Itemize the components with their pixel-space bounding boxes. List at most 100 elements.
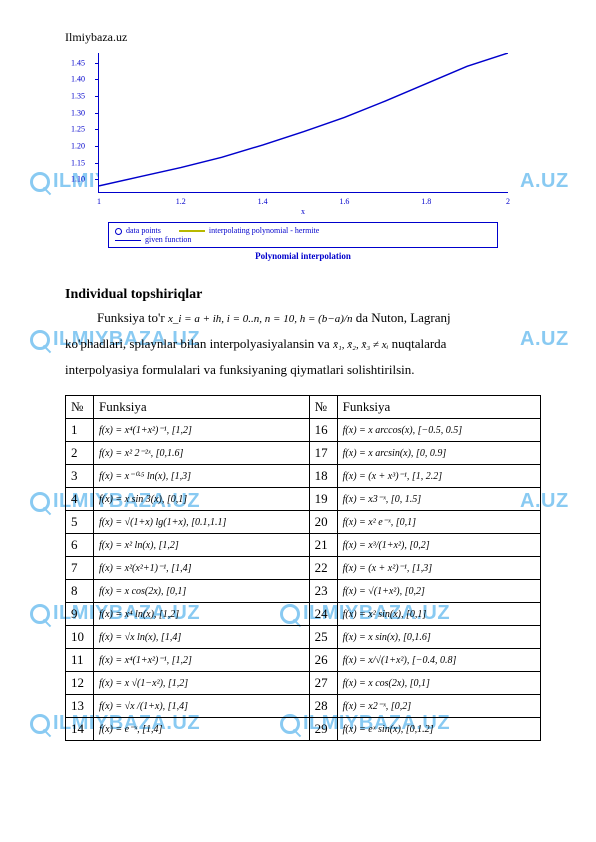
- row-num: 6: [66, 534, 94, 557]
- paragraph: ko'phadlari, splaynlar bilan interpolyas…: [65, 333, 541, 355]
- row-func: f(x) = x² 2⁻²ˣ, [0,1.6]: [94, 442, 310, 465]
- page-header: Ilmiybaza.uz: [65, 30, 541, 45]
- row-num: 16: [309, 419, 337, 442]
- row-num: 8: [66, 580, 94, 603]
- table-header: №: [66, 396, 94, 419]
- row-num: 20: [309, 511, 337, 534]
- paragraph: interpolyasiya formulalari va funksiyani…: [65, 359, 541, 381]
- row-num: 14: [66, 718, 94, 741]
- table-row: 2f(x) = x² 2⁻²ˣ, [0,1.6]17f(x) = x arcsi…: [66, 442, 541, 465]
- row-num: 28: [309, 695, 337, 718]
- xtick: 1.2: [176, 197, 186, 206]
- chart-plot-area: 1.45 1.40 1.35 1.30 1.25 1.20 1.15 1.10 …: [98, 53, 508, 193]
- row-func: f(x) = x cos(2x), [0,1]: [94, 580, 310, 603]
- ytick: 1.15: [71, 158, 85, 167]
- row-func: f(x) = x⁴ ln(x), [1,2]: [94, 603, 310, 626]
- table-row: 12f(x) = x √(1−x²), [1,2]27f(x) = x cos(…: [66, 672, 541, 695]
- ytick: 1.10: [71, 175, 85, 184]
- row-num: 13: [66, 695, 94, 718]
- row-func: f(x) = x³/(1+x²), [0,2]: [337, 534, 540, 557]
- table-row: 1f(x) = x⁴(1+x²)⁻¹, [1,2]16f(x) = x arcc…: [66, 419, 541, 442]
- row-func: f(x) = (x + x²)⁻¹, [1,3]: [337, 557, 540, 580]
- table-row: 13f(x) = √x /(1+x), [1,4]28f(x) = x2⁻ˣ, …: [66, 695, 541, 718]
- row-func: f(x) = √(1+x) lg(1+x), [0.1,1.1]: [94, 511, 310, 534]
- row-func: f(x) = x² e⁻ˣ, [0,1]: [337, 511, 540, 534]
- row-func: f(x) = x arcsin(x), [0, 0.9]: [337, 442, 540, 465]
- chart-curve: [99, 53, 508, 196]
- row-num: 29: [309, 718, 337, 741]
- row-func: f(x) = eˣ sin(x), [0,1.2]: [337, 718, 540, 741]
- row-num: 17: [309, 442, 337, 465]
- table-header: Funksiya: [94, 396, 310, 419]
- row-num: 19: [309, 488, 337, 511]
- row-num: 18: [309, 465, 337, 488]
- row-num: 21: [309, 534, 337, 557]
- row-func: f(x) = x cos(2x), [0,1]: [337, 672, 540, 695]
- paragraph: Funksiya to'r x_i = a + ih, i = 0..n, n …: [65, 307, 541, 329]
- function-table: № Funksiya № Funksiya 1f(x) = x⁴(1+x²)⁻¹…: [65, 395, 541, 741]
- table-row: 9f(x) = x⁴ ln(x), [1,2]24f(x) = x² sin(x…: [66, 603, 541, 626]
- table-header: Funksiya: [337, 396, 540, 419]
- ytick: 1.40: [71, 75, 85, 84]
- row-num: 11: [66, 649, 94, 672]
- xtick: 1.4: [258, 197, 268, 206]
- row-num: 3: [66, 465, 94, 488]
- ytick: 1.30: [71, 108, 85, 117]
- xtick: 1: [97, 197, 101, 206]
- row-func: f(x) = x sin 3(x), [0,1]: [94, 488, 310, 511]
- row-func: f(x) = √x /(1+x), [1,4]: [94, 695, 310, 718]
- table-row: 5f(x) = √(1+x) lg(1+x), [0.1,1.1]20f(x) …: [66, 511, 541, 534]
- chart-legend: data points interpolating polynomial - h…: [108, 222, 498, 248]
- xtick: 2: [506, 197, 510, 206]
- row-func: f(x) = √(1+x²), [0,2]: [337, 580, 540, 603]
- table-row: 7f(x) = x²(x²+1)⁻¹, [1,4]22f(x) = (x + x…: [66, 557, 541, 580]
- row-func: f(x) = x⁻⁰·⁵ ln(x), [1,3]: [94, 465, 310, 488]
- table-row: 6f(x) = x² ln(x), [1,2]21f(x) = x³/(1+x²…: [66, 534, 541, 557]
- xtick: 1.8: [421, 197, 431, 206]
- row-num: 10: [66, 626, 94, 649]
- row-num: 27: [309, 672, 337, 695]
- row-func: f(x) = x⁴(1+x²)⁻¹, [1,2]: [94, 649, 310, 672]
- row-func: f(x) = x²(x²+1)⁻¹, [1,4]: [94, 557, 310, 580]
- row-func: f(x) = e⁻ˣ, [1,4]: [94, 718, 310, 741]
- row-num: 24: [309, 603, 337, 626]
- section-title: Individual topshiriqlar: [65, 287, 541, 303]
- row-num: 12: [66, 672, 94, 695]
- row-func: f(x) = x² sin(x), [0,1]: [337, 603, 540, 626]
- chart-caption: Polynomial interpolation: [98, 251, 508, 261]
- row-num: 25: [309, 626, 337, 649]
- row-func: f(x) = √x ln(x), [1,4]: [94, 626, 310, 649]
- row-func: f(x) = x3⁻ˣ, [0, 1.5]: [337, 488, 540, 511]
- row-num: 22: [309, 557, 337, 580]
- chart-xlabel: x: [98, 207, 508, 216]
- row-num: 5: [66, 511, 94, 534]
- row-num: 2: [66, 442, 94, 465]
- row-num: 26: [309, 649, 337, 672]
- row-num: 23: [309, 580, 337, 603]
- row-num: 9: [66, 603, 94, 626]
- row-num: 7: [66, 557, 94, 580]
- table-header: №: [309, 396, 337, 419]
- row-num: 4: [66, 488, 94, 511]
- row-func: f(x) = x sin(x), [0,1.6]: [337, 626, 540, 649]
- row-func: f(x) = x⁴(1+x²)⁻¹, [1,2]: [94, 419, 310, 442]
- table-row: 14f(x) = e⁻ˣ, [1,4]29f(x) = eˣ sin(x), […: [66, 718, 541, 741]
- row-func: f(x) = (x + x³)⁻¹, [1, 2.2]: [337, 465, 540, 488]
- table-row: 11f(x) = x⁴(1+x²)⁻¹, [1,2]26f(x) = x/√(1…: [66, 649, 541, 672]
- row-func: f(x) = x √(1−x²), [1,2]: [94, 672, 310, 695]
- row-func: f(x) = x2⁻ˣ, [0,2]: [337, 695, 540, 718]
- xtick: 1.6: [339, 197, 349, 206]
- table-row: 4f(x) = x sin 3(x), [0,1]19f(x) = x3⁻ˣ, …: [66, 488, 541, 511]
- row-func: f(x) = x² ln(x), [1,2]: [94, 534, 310, 557]
- table-row: 10f(x) = √x ln(x), [1,4]25f(x) = x sin(x…: [66, 626, 541, 649]
- legend-item: interpolating polynomial - hermite: [209, 226, 319, 235]
- ytick: 1.45: [71, 58, 85, 67]
- row-func: f(x) = x arccos(x), [−0.5, 0.5]: [337, 419, 540, 442]
- ytick: 1.25: [71, 125, 85, 134]
- row-num: 1: [66, 419, 94, 442]
- legend-item: given function: [145, 235, 191, 244]
- table-row: 8f(x) = x cos(2x), [0,1]23f(x) = √(1+x²)…: [66, 580, 541, 603]
- legend-item: data points: [126, 226, 161, 235]
- row-func: f(x) = x/√(1+x²), [−0.4, 0.8]: [337, 649, 540, 672]
- ytick: 1.35: [71, 92, 85, 101]
